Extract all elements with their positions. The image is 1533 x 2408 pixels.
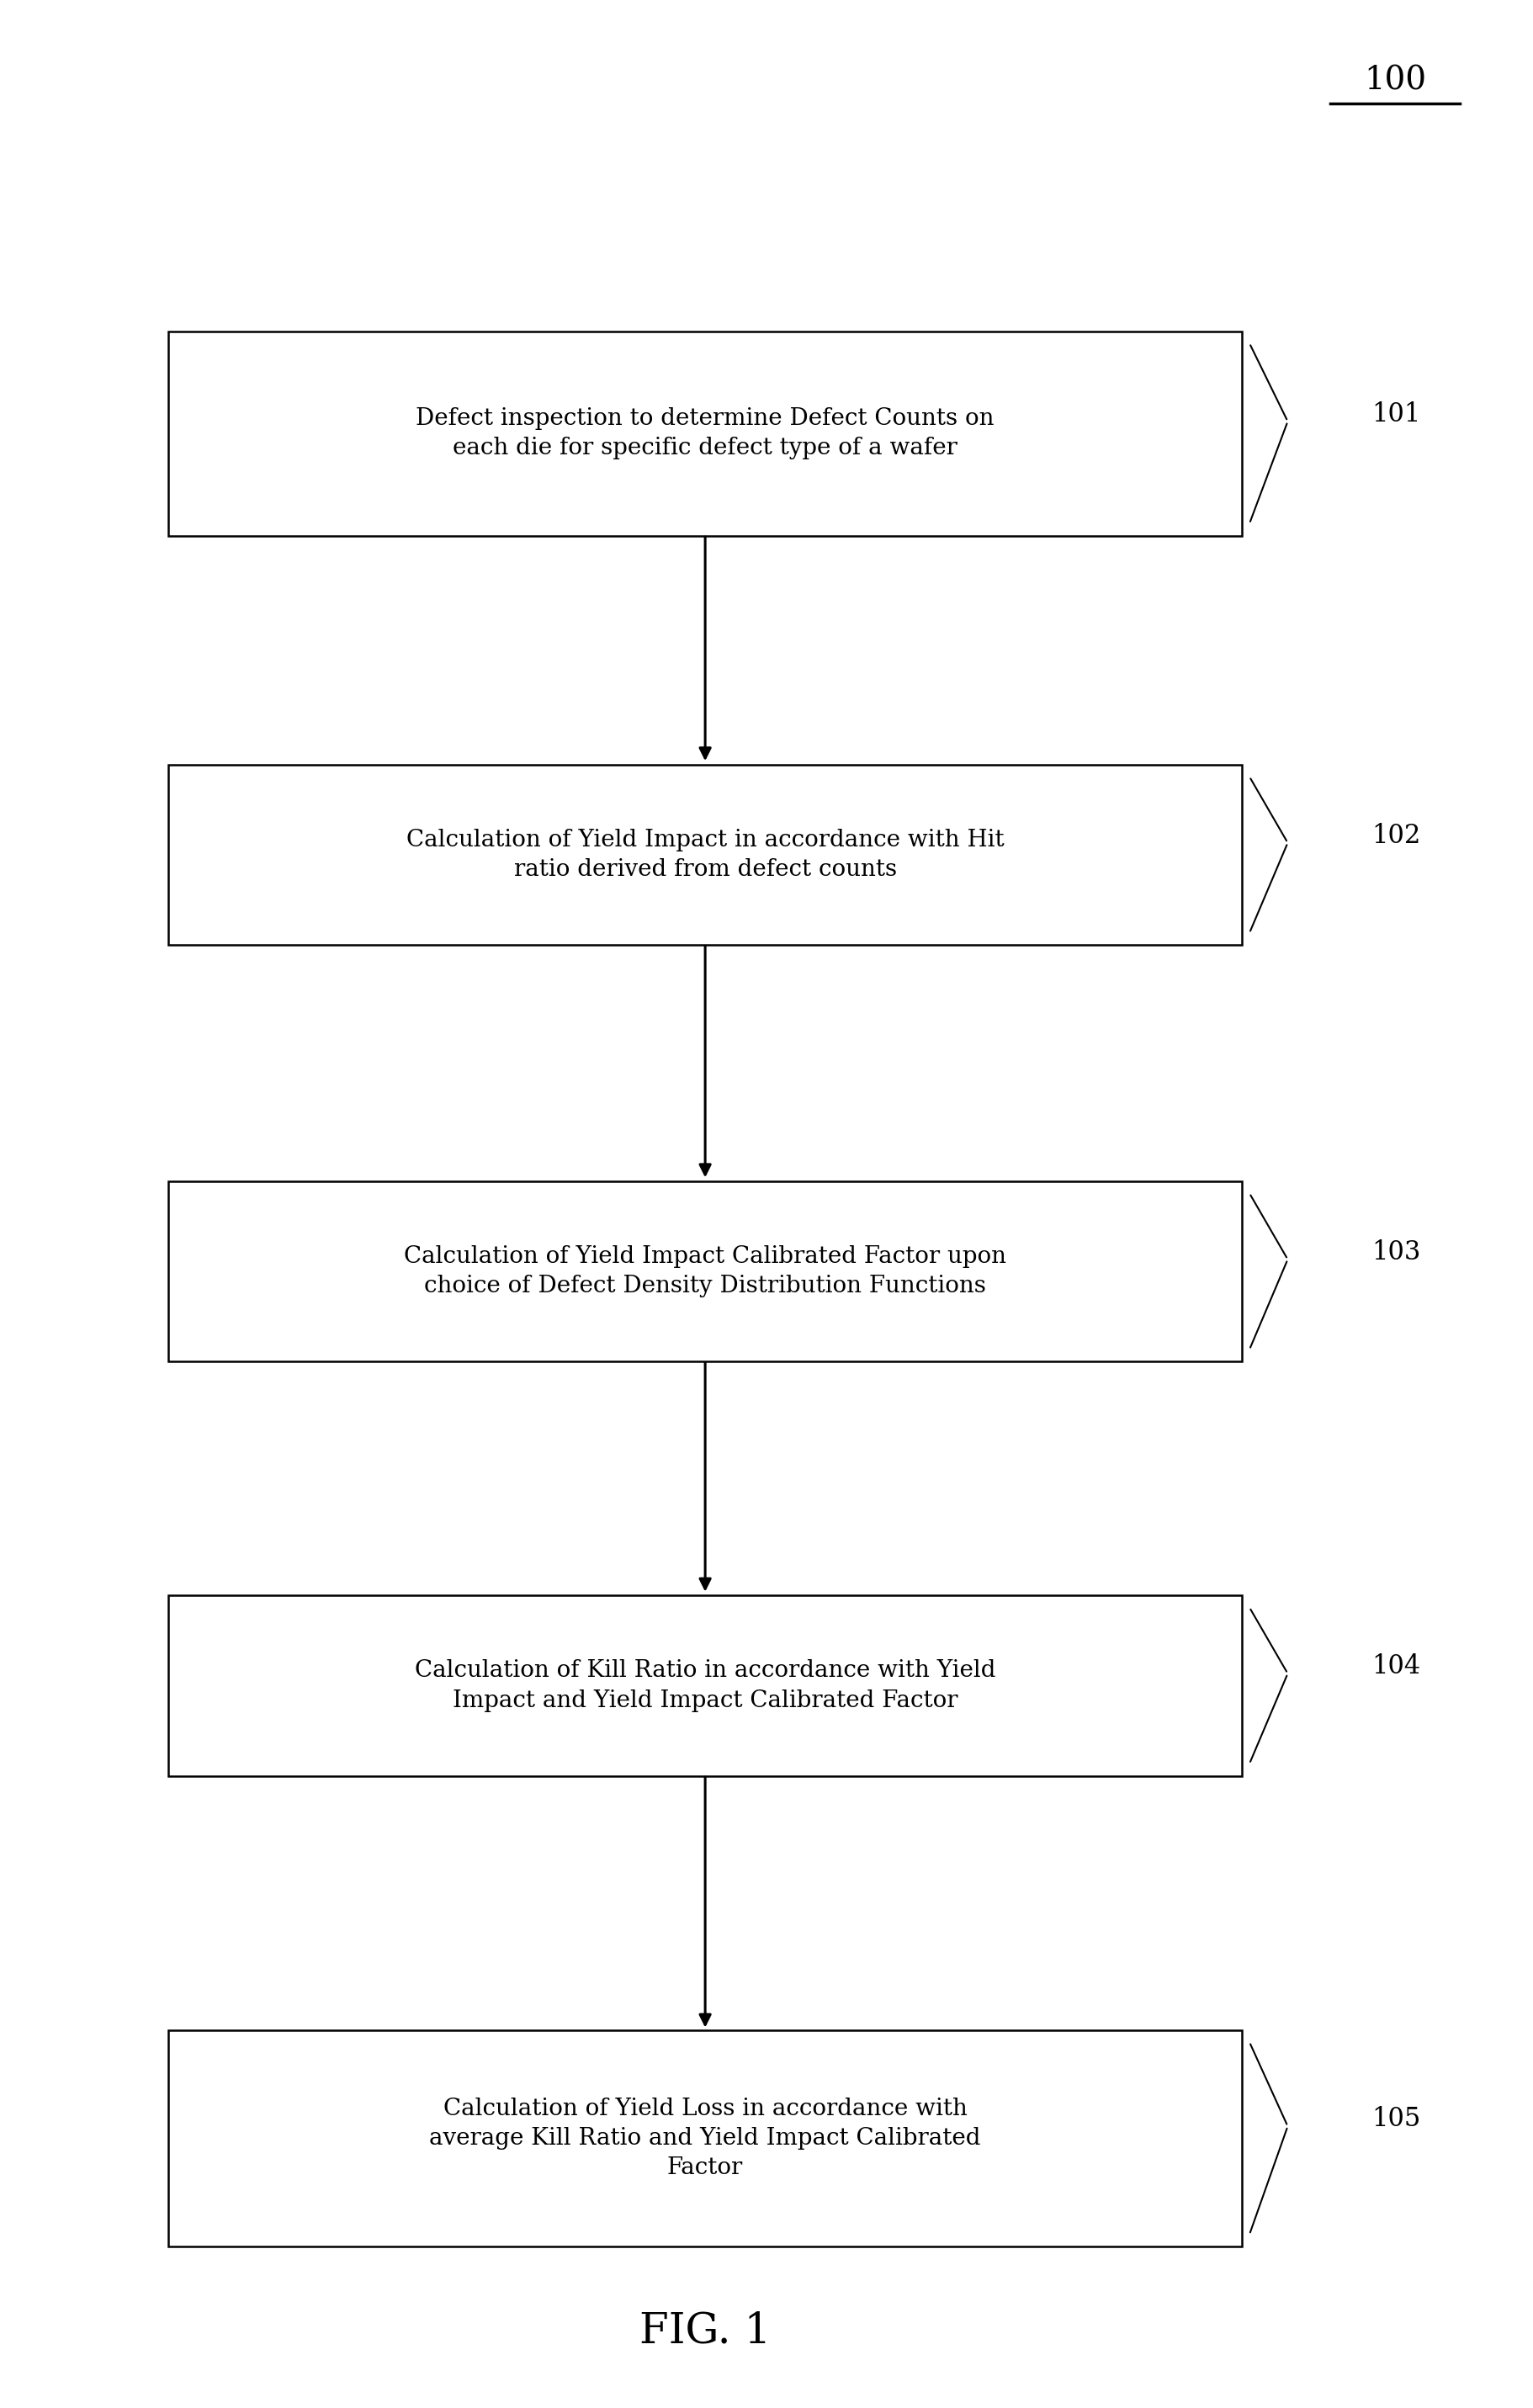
Text: 103: 103	[1372, 1240, 1421, 1264]
Bar	[169, 766, 1242, 944]
Text: Calculation of Yield Impact in accordance with Hit
ratio derived from defect cou: Calculation of Yield Impact in accordanc…	[406, 828, 1004, 881]
Text: 105: 105	[1372, 2107, 1421, 2131]
Text: FIG. 1: FIG. 1	[639, 2309, 771, 2353]
Text: Calculation of Yield Loss in accordance with
average Kill Ratio and Yield Impact: Calculation of Yield Loss in accordance …	[429, 2097, 981, 2179]
Text: 101: 101	[1372, 402, 1421, 426]
Bar	[169, 1597, 1242, 1777]
Text: 104: 104	[1372, 1654, 1421, 1678]
Text: 100: 100	[1364, 65, 1426, 96]
Text: Defect inspection to determine Defect Counts on
each die for specific defect typ: Defect inspection to determine Defect Co…	[415, 407, 995, 460]
Text: Calculation of Yield Impact Calibrated Factor upon
choice of Defect Density Dist: Calculation of Yield Impact Calibrated F…	[405, 1245, 1006, 1298]
Text: 102: 102	[1372, 824, 1421, 848]
Text: Calculation of Kill Ratio in accordance with Yield
Impact and Yield Impact Calib: Calculation of Kill Ratio in accordance …	[415, 1659, 995, 1712]
Bar	[169, 332, 1242, 537]
Bar	[169, 1182, 1242, 1363]
Bar	[169, 2030, 1242, 2247]
